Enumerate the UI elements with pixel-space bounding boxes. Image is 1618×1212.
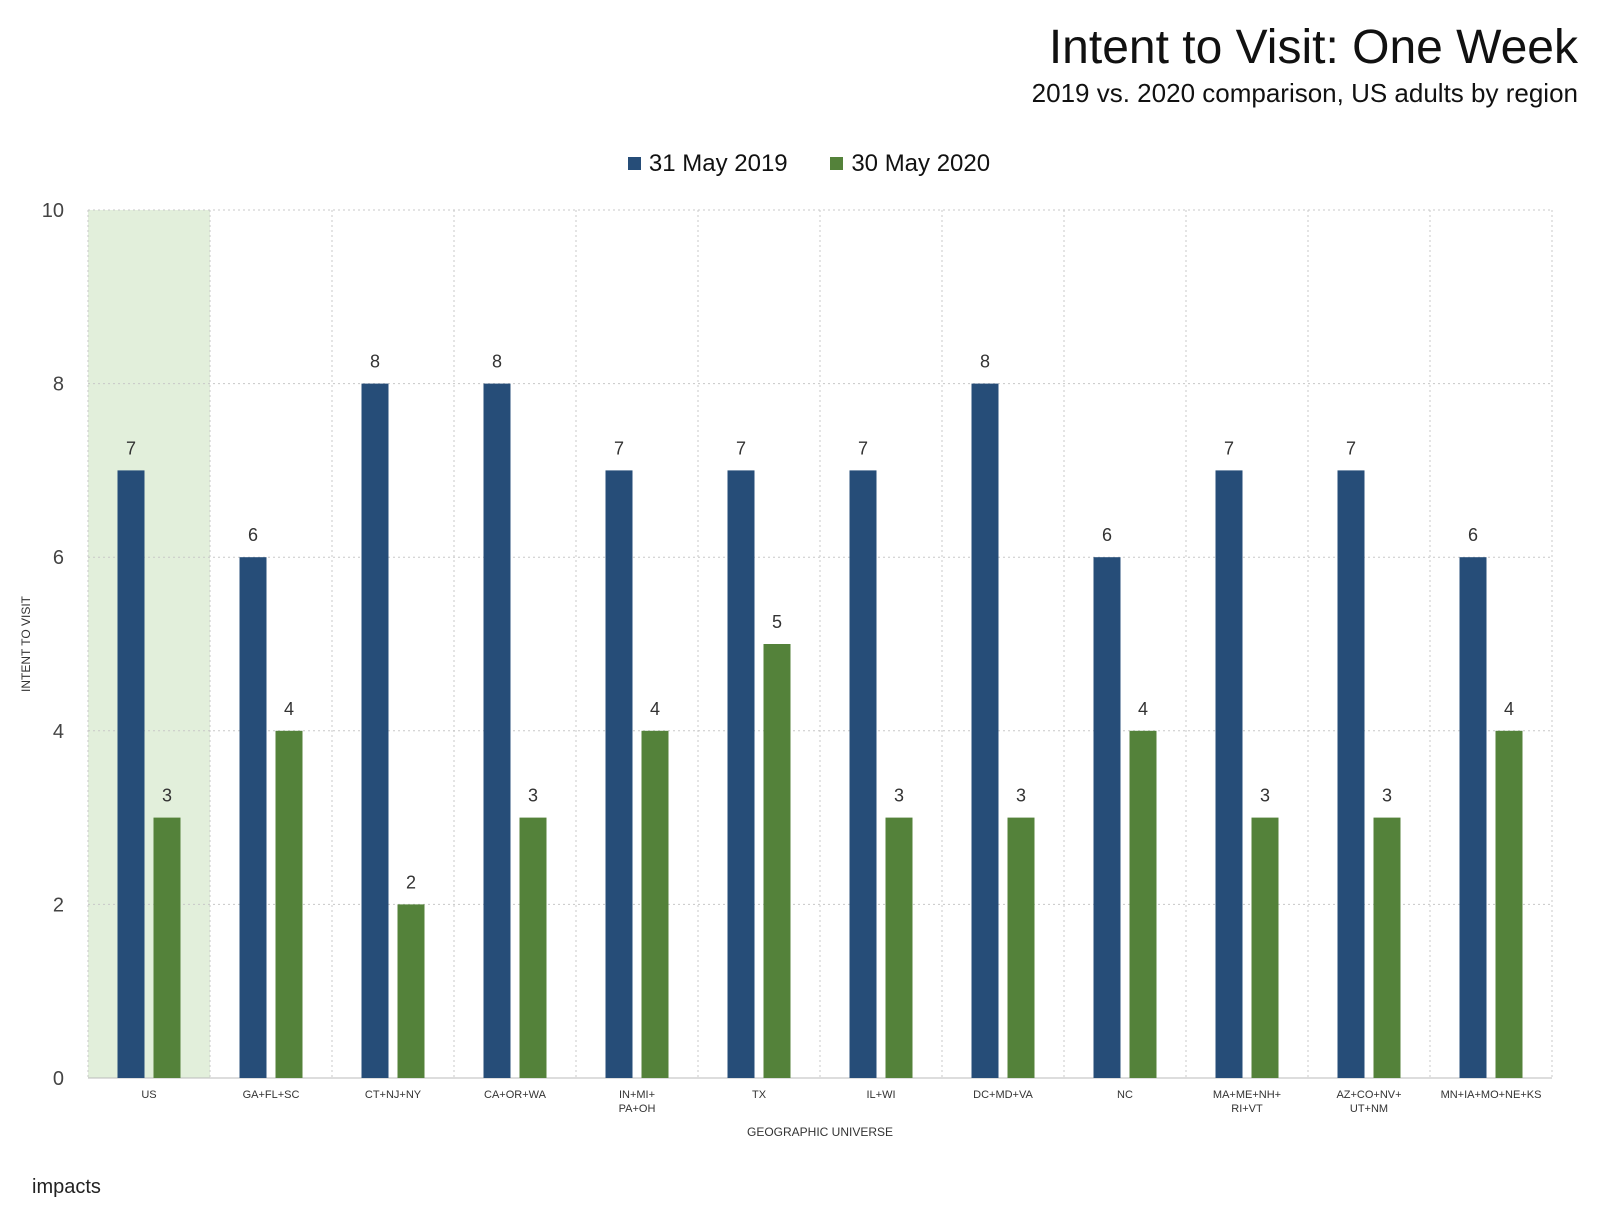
y-tick-label: 8 <box>53 374 64 396</box>
bar-2020 <box>275 730 303 1078</box>
data-label-2020: 3 <box>162 786 172 806</box>
y-tick-label: 6 <box>53 547 64 569</box>
legend-item-2020: 30 May 2020 <box>830 150 990 178</box>
bar-2019 <box>605 470 633 1078</box>
data-label-2019: 6 <box>248 525 258 545</box>
bar-2020 <box>1007 817 1035 1078</box>
bar-2020 <box>1373 817 1401 1078</box>
bar-2020 <box>519 817 547 1078</box>
data-label-2020: 3 <box>894 786 904 806</box>
y-axis-title: INTENT TO VISIT <box>19 595 33 692</box>
x-tick-label: MN+IA+MO+NE+KS <box>1441 1089 1542 1101</box>
data-label-2020: 3 <box>1382 786 1392 806</box>
data-label-2019: 7 <box>858 438 868 458</box>
data-label-2019: 6 <box>1468 525 1478 545</box>
bar-2019 <box>1337 470 1365 1078</box>
x-tick-label: TX <box>752 1089 767 1101</box>
bar-2019 <box>971 383 999 1079</box>
x-tick-label: IN+MI+ <box>619 1089 655 1101</box>
brand-logo: impacts <box>32 1176 101 1198</box>
legend-item-2019: 31 May 2019 <box>627 150 788 178</box>
bar-2020 <box>1495 730 1523 1078</box>
x-tick-label: CT+NJ+NY <box>365 1089 422 1101</box>
legend-label-2020: 30 May 2020 <box>851 150 991 177</box>
bar-2020 <box>153 817 181 1078</box>
bar-2020 <box>397 904 425 1078</box>
x-tick-label: NC <box>1117 1089 1133 1101</box>
data-label-2020: 4 <box>284 699 294 719</box>
x-tick-label: GA+FL+SC <box>243 1089 300 1101</box>
data-label-2020: 3 <box>1260 786 1270 806</box>
x-tick-label: AZ+CO+NV+ <box>1336 1089 1401 1101</box>
data-label-2019: 8 <box>370 352 380 372</box>
bar-2020 <box>1129 730 1157 1078</box>
bar-2019 <box>117 470 145 1078</box>
data-label-2019: 8 <box>980 352 990 372</box>
bar-2019 <box>483 383 511 1079</box>
x-tick-label: PA+OH <box>619 1103 656 1115</box>
bar-2019 <box>849 470 877 1078</box>
data-label-2019: 7 <box>736 438 746 458</box>
x-tick-label: MA+ME+NH+ <box>1213 1089 1281 1101</box>
data-label-2019: 7 <box>1346 438 1356 458</box>
x-tick-label: US <box>141 1089 156 1101</box>
legend-label-2019: 31 May 2019 <box>648 150 788 177</box>
bar-2019 <box>727 470 755 1078</box>
x-tick-label: RI+VT <box>1231 1103 1263 1115</box>
data-label-2020: 5 <box>772 612 782 632</box>
legend: 31 May 2019 30 May 2020 <box>0 150 1618 178</box>
data-label-2019: 7 <box>126 438 136 458</box>
data-label-2020: 2 <box>406 872 416 892</box>
data-label-2019: 8 <box>492 352 502 372</box>
legend-swatch-2019 <box>627 157 641 170</box>
bar-2019 <box>1215 470 1243 1078</box>
bar-2019 <box>1093 557 1121 1078</box>
y-tick-label: 10 <box>42 200 64 222</box>
bar-2019 <box>239 557 267 1078</box>
x-tick-label: DC+MD+VA <box>973 1089 1033 1101</box>
y-tick-label: 4 <box>53 721 64 743</box>
data-label-2020: 3 <box>1016 786 1026 806</box>
data-label-2019: 6 <box>1102 525 1112 545</box>
bar-2020 <box>763 644 791 1078</box>
bar-2019 <box>361 383 389 1079</box>
chart-title: Intent to Visit: One Week <box>1048 21 1578 74</box>
x-tick-label: CA+OR+WA <box>484 1089 547 1101</box>
bar-2020 <box>885 817 913 1078</box>
data-label-2020: 3 <box>528 786 538 806</box>
legend-swatch-2020 <box>830 157 844 170</box>
bar-2020 <box>641 730 669 1078</box>
bar-2019 <box>1459 557 1487 1078</box>
x-tick-label: IL+WI <box>866 1089 895 1101</box>
data-label-2019: 7 <box>1224 438 1234 458</box>
x-tick-label: UT+NM <box>1350 1103 1388 1115</box>
highlight-band <box>88 210 210 1078</box>
y-tick-label: 2 <box>53 894 64 916</box>
y-tick-label: 0 <box>53 1068 64 1090</box>
x-axis-title: GEOGRAPHIC UNIVERSE <box>747 1125 893 1139</box>
data-label-2020: 4 <box>1138 699 1148 719</box>
bar-2020 <box>1251 817 1279 1078</box>
data-label-2020: 4 <box>1504 699 1514 719</box>
data-label-2019: 7 <box>614 438 624 458</box>
chart-subtitle: 2019 vs. 2020 comparison, US adults by r… <box>1031 78 1578 108</box>
data-label-2020: 4 <box>650 699 660 719</box>
